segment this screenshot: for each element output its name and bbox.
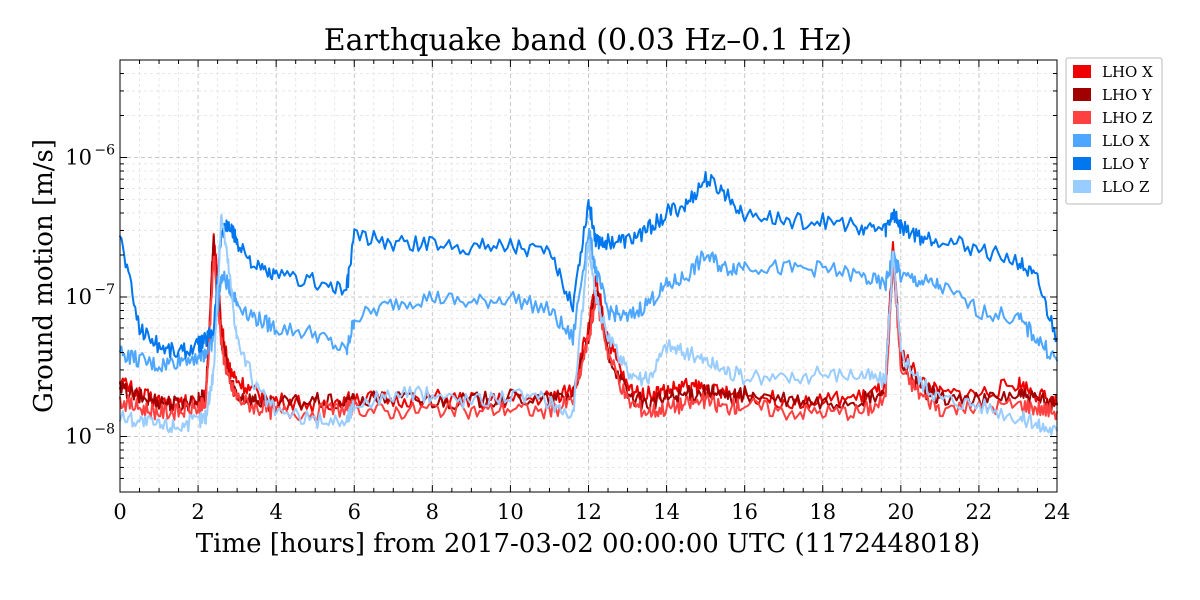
x-tick-label: 22 [966,500,993,524]
legend-swatch-lho-y [1073,88,1091,101]
x-tick-label: 24 [1044,500,1071,524]
x-tick-label: 20 [887,500,914,524]
y-tick-label: 10 [65,146,92,170]
x-tick-label: 6 [348,500,361,524]
legend-label-llo-z: LLO Z [1102,178,1149,196]
series-line-llo-z [119,213,1058,436]
legend-swatch-llo-y [1073,157,1091,170]
x-axis-ticks: 0 2 4 6 8 10 12 14 16 18 20 22 24 [113,60,1070,524]
x-tick-label: 2 [191,500,204,524]
x-tick-label: 4 [269,500,282,524]
y-axis-label: Ground motion [m/s] [29,139,59,413]
y-tick-exponent: −7 [94,282,115,298]
legend-swatch-lho-x [1073,65,1091,78]
x-axis-label: Time [hours] from 2017-03-02 00:00:00 UT… [196,529,980,559]
legend-swatch-llo-x [1073,134,1091,147]
legend-label-lho-x: LHO X [1102,63,1153,81]
y-tick-label: 10 [65,285,92,309]
legend-swatch-lho-z [1073,111,1091,124]
series-layer [119,171,1058,436]
legend-label-llo-x: LLO X [1102,132,1150,150]
legend-swatch-llo-z [1073,180,1091,193]
legend-label-lho-y: LHO Y [1102,86,1153,104]
x-tick-label: 18 [809,500,836,524]
y-tick-label: 10 [65,424,92,448]
x-tick-label: 16 [731,500,758,524]
x-tick-label: 10 [497,500,524,524]
chart-title: Earthquake band (0.03 Hz–0.1 Hz) [324,23,852,58]
x-tick-label: 12 [575,500,602,524]
y-tick-exponent: −8 [94,421,115,437]
y-axis-ticks: 10−810−710−6 [65,59,1057,493]
x-tick-label: 8 [426,500,439,524]
y-tick-exponent: −6 [94,143,115,159]
legend: LHO X LHO Y LHO Z LLO X LLO Y LLO Z [1065,57,1163,205]
x-tick-label: 14 [653,500,680,524]
x-tick-label: 0 [113,500,126,524]
grid [120,59,1057,492]
legend-label-lho-z: LHO Z [1102,109,1153,127]
legend-label-llo-y: LLO Y [1102,155,1150,173]
